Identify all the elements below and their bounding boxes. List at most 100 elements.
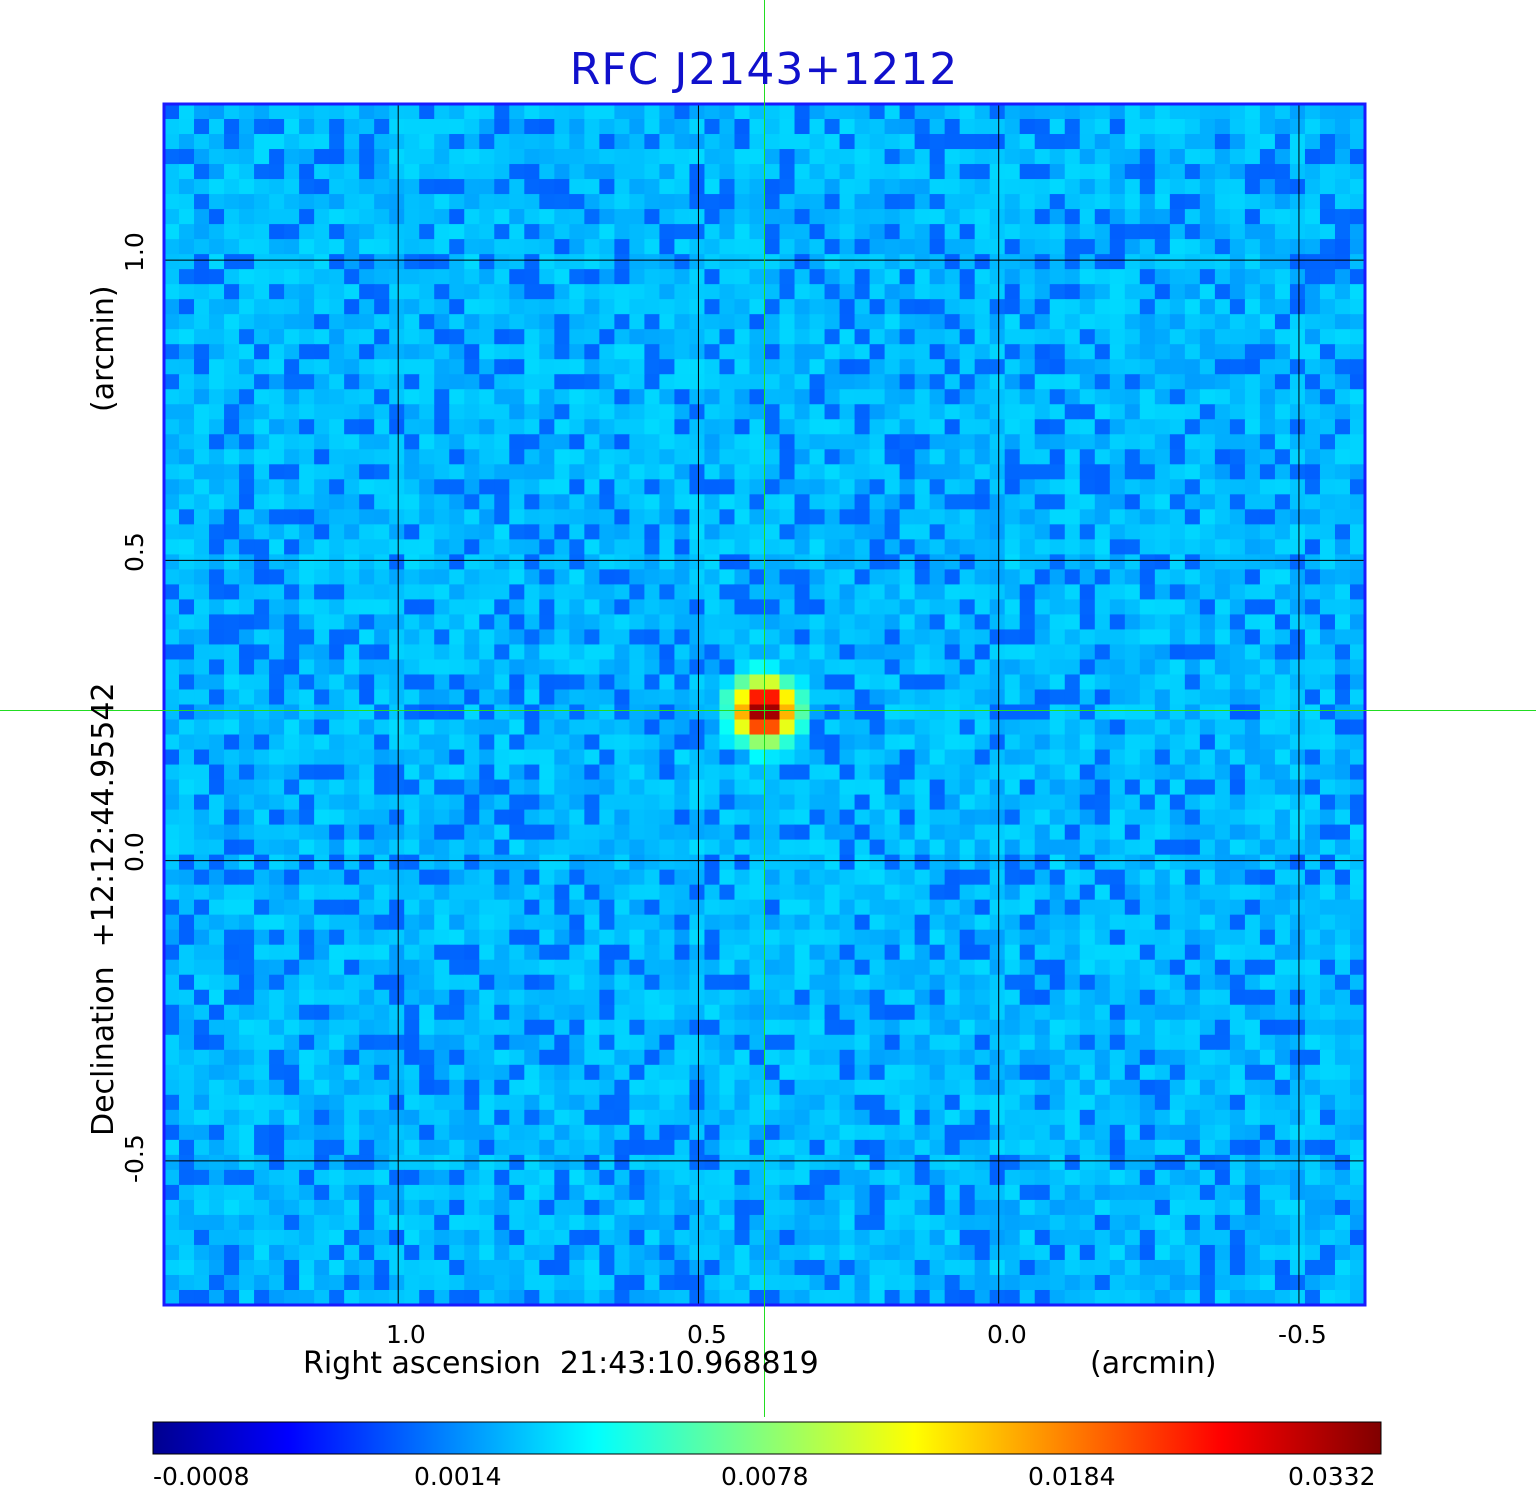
heatmap-cell <box>284 479 300 495</box>
heatmap-cell <box>959 194 976 210</box>
heatmap-cell <box>524 839 540 856</box>
heatmap-cell <box>314 689 330 706</box>
heatmap-cell <box>1334 599 1351 616</box>
heatmap-cell <box>1124 944 1141 961</box>
heatmap-cell <box>209 509 225 525</box>
heatmap-cell <box>1109 659 1126 676</box>
heatmap-cell <box>809 569 826 585</box>
heatmap-cell <box>1034 929 1051 946</box>
heatmap-cell <box>464 389 480 405</box>
heatmap-cell <box>284 299 300 315</box>
heatmap-cell <box>674 539 691 555</box>
heatmap-cell <box>614 419 630 435</box>
heatmap-cell <box>1259 164 1276 180</box>
heatmap-cell <box>839 869 856 886</box>
heatmap-cell <box>464 749 480 766</box>
heatmap-cell <box>374 569 390 585</box>
heatmap-cell <box>314 674 330 691</box>
heatmap-cell <box>1004 419 1021 435</box>
heatmap-cell <box>284 764 300 781</box>
heatmap-cell <box>524 299 540 315</box>
heatmap-cell <box>314 329 330 345</box>
heatmap-cell <box>269 749 285 766</box>
heatmap-cell <box>329 269 345 285</box>
heatmap-cell <box>179 194 195 210</box>
heatmap-cell <box>734 209 751 225</box>
heatmap-cell <box>1124 869 1141 886</box>
heatmap-cell <box>419 719 435 736</box>
heatmap-cell <box>899 779 916 796</box>
heatmap-cell <box>284 539 300 555</box>
heatmap-cell <box>254 329 270 345</box>
heatmap-cell <box>224 449 240 465</box>
heatmap-cell <box>839 644 856 661</box>
heatmap-cell <box>1319 884 1336 901</box>
heatmap-cell <box>404 314 420 330</box>
heatmap-cell <box>839 944 856 961</box>
heatmap-cell <box>1124 134 1141 150</box>
heatmap-cell <box>1109 794 1126 811</box>
heatmap-cell <box>1349 944 1366 961</box>
heatmap-cell <box>329 674 345 691</box>
heatmap-cell <box>1094 614 1111 631</box>
heatmap-cell <box>584 614 600 631</box>
heatmap-cell <box>749 584 766 601</box>
heatmap-cell <box>1124 1019 1141 1036</box>
heatmap-cell <box>494 974 510 991</box>
heatmap-cell <box>1169 284 1186 300</box>
heatmap-cell <box>314 269 330 285</box>
heatmap-cell <box>524 254 540 270</box>
heatmap-cell <box>959 329 976 345</box>
heatmap-cell <box>1004 974 1021 991</box>
heatmap-cell <box>1169 209 1186 225</box>
heatmap-cell <box>1214 119 1231 135</box>
heatmap-cell <box>719 974 736 991</box>
heatmap-cell <box>779 644 796 661</box>
heatmap-cell <box>689 869 706 886</box>
heatmap-cell <box>599 644 615 661</box>
heatmap-cell <box>674 344 691 360</box>
heatmap-cell <box>944 614 961 631</box>
heatmap-cell <box>344 734 360 751</box>
heatmap-cell <box>449 179 465 195</box>
heatmap-cell <box>974 374 991 390</box>
heatmap-cell <box>404 269 420 285</box>
heatmap-cell <box>1349 284 1366 300</box>
heatmap-cell <box>1244 584 1261 601</box>
heatmap-cell <box>644 779 661 796</box>
heatmap-cell <box>869 194 886 210</box>
heatmap-cell <box>719 449 736 465</box>
heatmap-cell <box>299 284 315 300</box>
heatmap-cell <box>389 749 405 766</box>
heatmap-cell <box>539 149 555 165</box>
heatmap-cell <box>1139 389 1156 405</box>
heatmap-cell <box>419 974 435 991</box>
heatmap-cell <box>1049 779 1066 796</box>
heatmap-cell <box>1214 194 1231 210</box>
heatmap-cell <box>464 509 480 525</box>
heatmap-cell <box>554 104 570 120</box>
heatmap-cell <box>284 449 300 465</box>
heatmap-cell <box>1064 899 1081 916</box>
heatmap-cell <box>299 404 315 420</box>
heatmap-cell <box>854 494 871 510</box>
heatmap-cell <box>1004 854 1021 871</box>
heatmap-cell <box>854 419 871 435</box>
heatmap-cell <box>404 749 420 766</box>
heatmap-cell <box>479 764 495 781</box>
heatmap-cell <box>1334 194 1351 210</box>
heatmap-cell <box>644 374 661 390</box>
heatmap-cell <box>569 629 585 646</box>
heatmap-cell <box>314 794 330 811</box>
heatmap-cell <box>644 914 661 931</box>
heatmap-cell <box>1214 344 1231 360</box>
heatmap-cell <box>614 344 630 360</box>
heatmap-cell <box>1244 179 1261 195</box>
heatmap-cell <box>1139 134 1156 150</box>
heatmap-cell <box>449 269 465 285</box>
heatmap-cell <box>644 959 661 976</box>
heatmap-cell <box>584 284 600 300</box>
heatmap-cell <box>1139 749 1156 766</box>
heatmap-cell <box>1289 539 1306 555</box>
heatmap-cell <box>1049 524 1066 540</box>
